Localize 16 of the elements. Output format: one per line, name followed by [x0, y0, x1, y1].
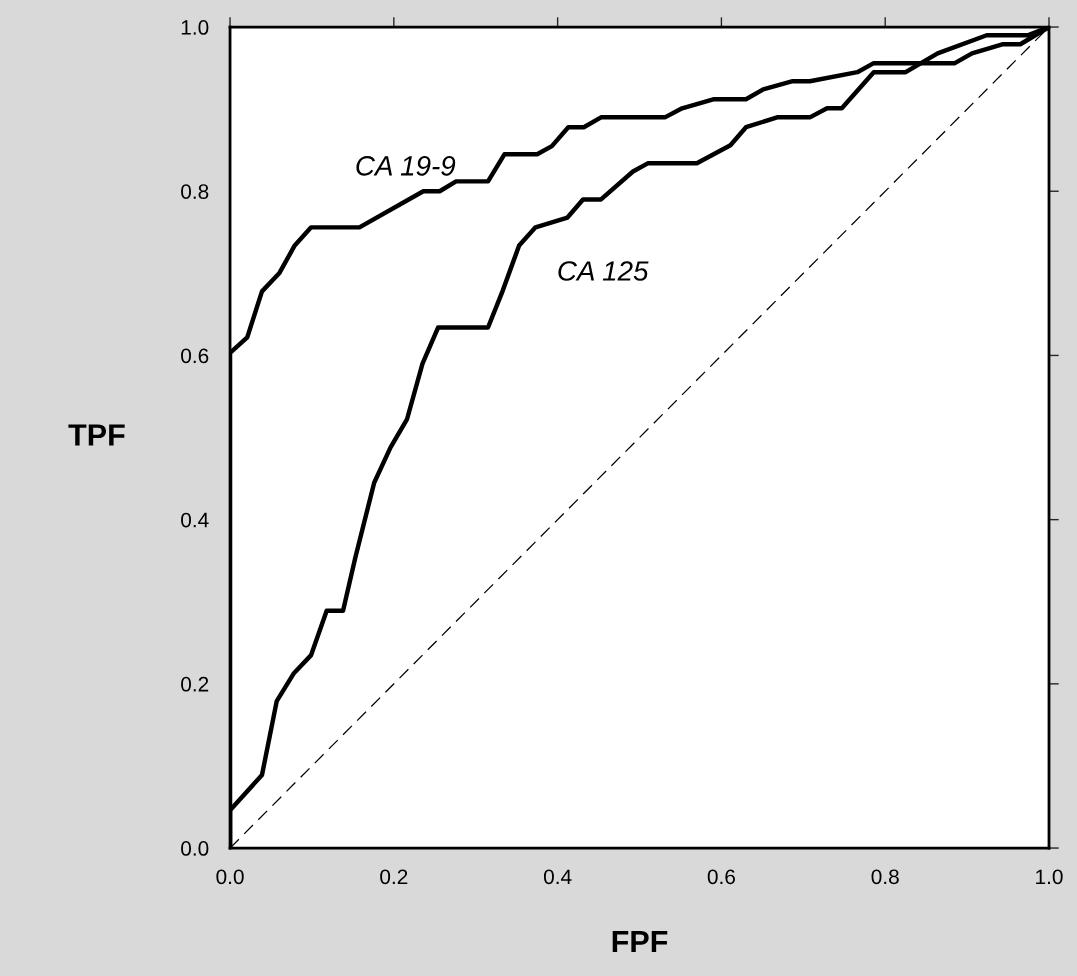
- y-tick-label: 0.0: [181, 841, 209, 856]
- x-tick-label: 0.4: [543, 869, 572, 885]
- y-tick-label: 0.8: [181, 184, 209, 199]
- y-tick-label: 1.0: [181, 20, 209, 35]
- x-tick-label: 0.0: [216, 869, 244, 885]
- x-tick-label: 1.0: [1036, 869, 1063, 885]
- annotation: CA 19-9: [356, 156, 456, 176]
- y-tick-label: 0.4: [181, 512, 209, 528]
- x-tick-label: 0.6: [707, 869, 735, 885]
- x-axis-title: FPF: [612, 931, 668, 953]
- annotation: CA 125: [558, 261, 649, 281]
- y-tick-label: 0.2: [181, 676, 209, 692]
- x-tick-label: 0.8: [871, 869, 899, 885]
- y-axis-title: TPF: [68, 424, 125, 446]
- x-tick-label: 0.2: [380, 869, 408, 885]
- y-tick-label: 0.6: [181, 348, 209, 364]
